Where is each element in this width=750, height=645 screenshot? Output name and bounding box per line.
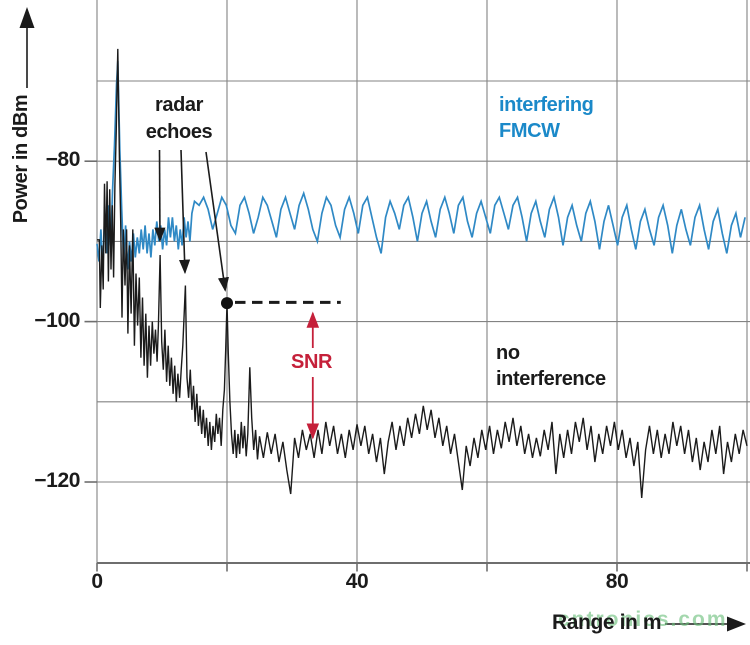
peak-marker-dot (221, 297, 233, 310)
y-tick-label: −100 (34, 308, 80, 332)
annotations (19, 7, 746, 632)
interfering-fmcw-label-line1: interfering (499, 94, 594, 116)
x-tick-label: 40 (345, 570, 369, 593)
interfering-fmcw-label-line2: FMCW (499, 120, 560, 142)
radar-echoes-label: radar echoes (137, 92, 221, 146)
x-axis-title: Range in m (552, 611, 662, 634)
no-interference-label-line2: interference (496, 368, 606, 390)
range-axis-arrow-head (727, 616, 746, 632)
axes (84, 160, 750, 572)
snr-label: SNR (289, 349, 335, 375)
no-interference-line (97, 48, 748, 499)
no-interference-label-line1: no (496, 342, 520, 364)
radar-echo-arrow (205, 151, 229, 292)
gridlines (96, 0, 750, 564)
power-axis-arrow-head (19, 7, 35, 28)
y-tick-label: −120 (34, 469, 80, 492)
radar-echoes-label-line2: echoes (145, 121, 213, 143)
x-tick-label: 0 (91, 570, 103, 593)
radar-echo-arrow (178, 149, 191, 275)
interfering-fmcw-label: interfering FMCW (499, 92, 594, 144)
no-interference-label: no interference (496, 340, 606, 392)
curves (96, 48, 748, 499)
interfering-fmcw-line (96, 60, 746, 270)
x-tick-label: 80 (605, 570, 629, 593)
radar-echoes-label-line1: radar (154, 94, 204, 116)
y-tick-label: −80 (45, 148, 81, 172)
watermark-text: cntronics.com (558, 608, 728, 631)
